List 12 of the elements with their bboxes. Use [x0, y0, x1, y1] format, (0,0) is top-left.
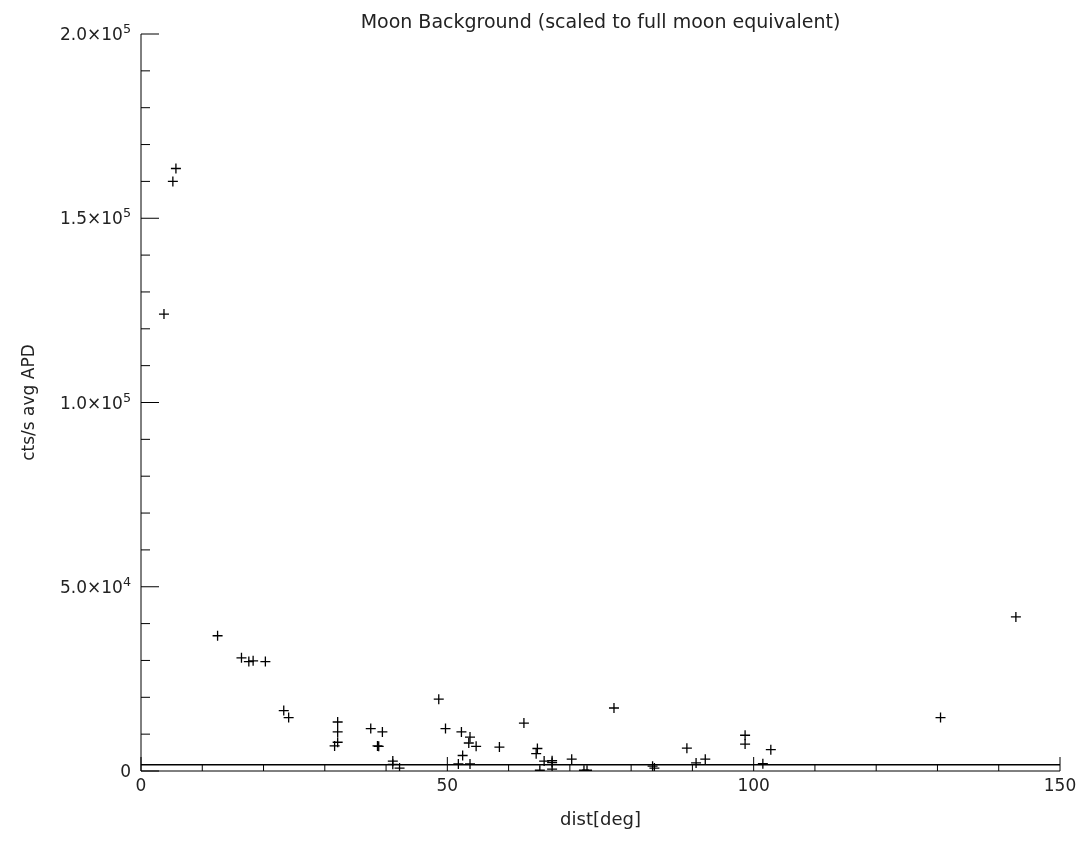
x-tick-label: 50 [436, 775, 459, 795]
x-tick-label: 150 [1043, 775, 1077, 795]
x-tick-label: 0 [135, 775, 147, 795]
y-tick-label: 1.0×10$^{5}$ [59, 389, 131, 413]
y-tick-label: 5.0×10$^{4}$ [59, 573, 131, 597]
y-axis-title: cts/s avg APD [18, 344, 39, 461]
y-tick-label: 1.5×10$^{5}$ [59, 204, 131, 229]
x-axis-title: dist[deg] [560, 808, 641, 829]
x-tick-label: 100 [737, 775, 770, 795]
y-tick-label: 2.0×10$^{5}$ [59, 20, 131, 44]
y-tick-label: 0 [120, 761, 131, 781]
chart-title: Moon Background (scaled to full moon equivalent) [359, 10, 842, 32]
